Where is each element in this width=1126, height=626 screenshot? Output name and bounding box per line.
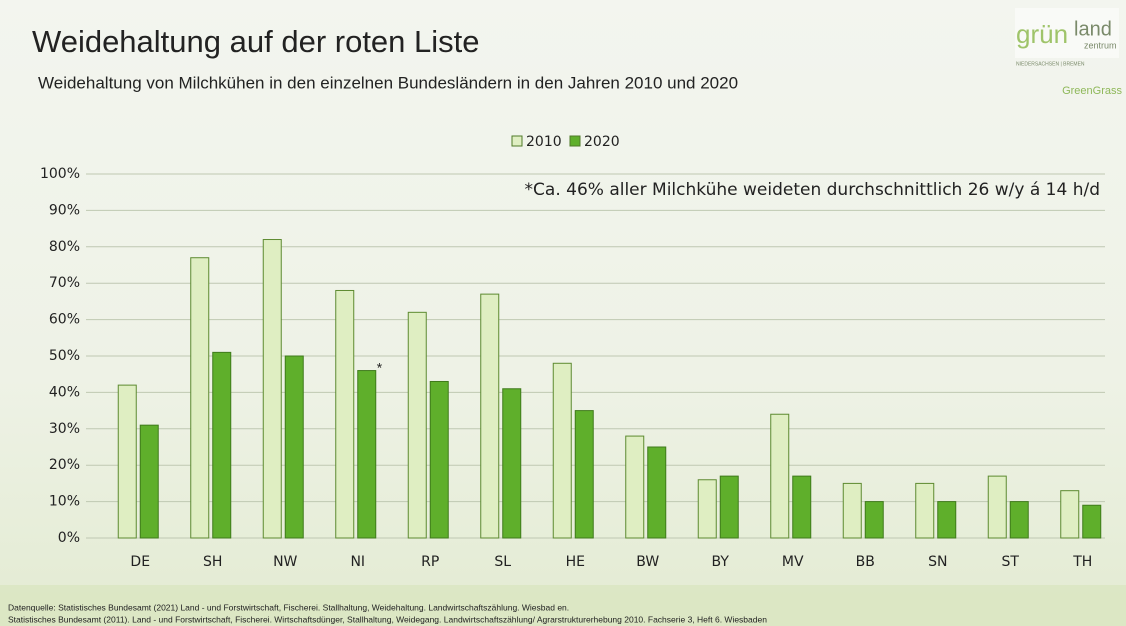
y-tick-label: 10% <box>49 494 80 510</box>
annotation: *Ca. 46% aller Milchkühe weideten durchs… <box>525 180 1100 200</box>
x-tick-label: MV <box>782 554 804 570</box>
bar <box>213 352 231 538</box>
bar <box>358 371 376 538</box>
bar <box>648 447 666 538</box>
bar <box>191 258 209 538</box>
bar <box>140 425 158 538</box>
x-tick-label: SL <box>494 554 511 570</box>
y-tick-label: 20% <box>49 457 80 473</box>
bar <box>336 290 354 538</box>
slide: Weidehaltung auf der roten Liste Weideha… <box>0 0 1126 626</box>
bar <box>771 414 789 538</box>
y-tick-label: 90% <box>49 202 80 218</box>
bar <box>553 363 571 538</box>
y-tick-label: 0% <box>58 530 80 546</box>
bar <box>285 356 303 538</box>
bar <box>430 381 448 538</box>
x-tick-label: ST <box>1002 554 1020 570</box>
bar <box>408 312 426 538</box>
title: Weidehaltung auf der roten Liste <box>32 24 480 59</box>
bar <box>263 240 281 538</box>
source-line: Datenquelle: Statistisches Bundesamt (20… <box>8 602 569 612</box>
x-tick-label: BY <box>712 554 730 570</box>
x-tick-label: BB <box>856 554 875 570</box>
bar <box>118 385 136 538</box>
bar <box>481 294 499 538</box>
x-tick-label: NW <box>273 554 297 570</box>
y-tick-label: 30% <box>49 421 80 437</box>
bar <box>916 483 934 538</box>
legend-label: 2020 <box>584 134 620 150</box>
y-tick-label: 60% <box>49 312 80 328</box>
bar <box>1010 502 1028 538</box>
x-tick-label: BW <box>636 554 659 570</box>
legend-swatch <box>570 136 580 146</box>
logo-region: NIEDERSACHSEN | BREMEN <box>1016 61 1085 67</box>
logo-brand: grün <box>1016 19 1068 49</box>
x-tick-label: HE <box>566 554 585 570</box>
bar <box>698 480 716 538</box>
logo-brand2: land <box>1074 18 1112 40</box>
x-tick-label: SN <box>928 554 947 570</box>
x-tick-label: RP <box>421 554 439 570</box>
bar <box>843 483 861 538</box>
subtitle: Weidehaltung von Milchkühen in den einze… <box>38 73 738 92</box>
logo-partner: GreenGrass <box>1062 85 1122 97</box>
x-tick-label: SH <box>203 554 222 570</box>
x-tick-label: TH <box>1072 554 1092 570</box>
y-tick-label: 70% <box>49 275 80 291</box>
y-tick-label: 80% <box>49 239 80 255</box>
bar <box>1061 491 1079 538</box>
y-tick-label: 50% <box>49 348 80 364</box>
bar <box>1083 505 1101 538</box>
x-tick-label: NI <box>350 554 365 570</box>
logo-brand3: zentrum <box>1084 40 1117 50</box>
legend-label: 2010 <box>526 134 562 150</box>
annotation-marker: * <box>377 359 383 375</box>
page: {"chart_data": { "type": "bar", "title":… <box>0 0 1126 626</box>
y-tick-label: 100% <box>40 166 80 182</box>
bar <box>865 502 883 538</box>
bar <box>575 411 593 538</box>
bar <box>938 502 956 538</box>
source-line: Statistisches Bundesamt (2011). Land - u… <box>8 614 767 624</box>
bar <box>720 476 738 538</box>
bar <box>988 476 1006 538</box>
legend-swatch <box>512 136 522 146</box>
bar <box>626 436 644 538</box>
bar <box>793 476 811 538</box>
x-tick-label: DE <box>130 554 150 570</box>
y-tick-label: 40% <box>49 384 80 400</box>
bar <box>503 389 521 538</box>
